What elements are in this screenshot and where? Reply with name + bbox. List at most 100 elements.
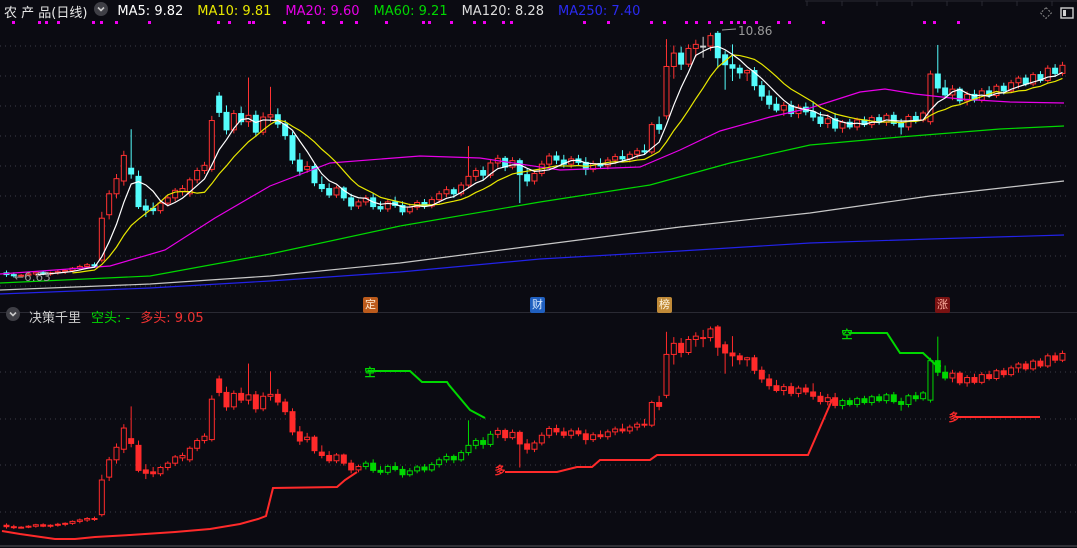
signal-dot: [148, 21, 151, 24]
indicator-candle-body: [260, 395, 267, 410]
signal-dot: [428, 21, 431, 24]
indicator-candle-body: [546, 428, 553, 436]
indicator-candle-body: [744, 357, 751, 361]
ma-label: MA120: 8.28: [461, 3, 544, 19]
indicator-candle-body: [1052, 355, 1059, 361]
indicator-candle-body: [10, 526, 17, 529]
diamond-icon[interactable]: [1038, 5, 1054, 25]
indicator-candle-body: [883, 394, 890, 402]
signal-dot: [708, 21, 711, 24]
indicator-candle-body: [406, 470, 413, 476]
indicator-candle-body: [502, 429, 509, 439]
candle-body: [678, 52, 685, 65]
candle-body: [326, 188, 333, 196]
panel-layout-icon[interactable]: [1060, 5, 1074, 25]
indicator-candle-body: [993, 370, 1000, 379]
indicator-candle-body: [436, 459, 443, 466]
candle-body: [84, 264, 91, 267]
ma-label: MA20: 9.60: [285, 3, 360, 19]
indicator-candle-body: [208, 398, 215, 441]
top-ruler: [805, 0, 1077, 6]
indicator-candle-body: [956, 372, 963, 384]
signal-dot: [45, 21, 48, 24]
candle-body: [619, 156, 626, 160]
collapse-main-panel-icon[interactable]: [93, 1, 109, 21]
candle-body: [934, 73, 941, 89]
ma-line-ma250: [0, 234, 1065, 295]
signal-dot: [737, 21, 740, 24]
candle-body: [839, 121, 846, 129]
candle-body: [252, 114, 259, 133]
indicator-candle-body: [54, 523, 61, 526]
indicator-candle-body: [949, 372, 956, 379]
indicator-candle-body: [201, 435, 208, 442]
indicator-candle-body: [340, 454, 347, 464]
ma-line-ma20: [0, 88, 1065, 275]
indicator-candle-body: [91, 518, 98, 521]
indicator-candle-body: [274, 393, 281, 403]
signal-dot: [788, 21, 791, 24]
signal-dot: [252, 21, 255, 24]
candle-body: [1008, 82, 1015, 92]
symbol-title: 农 产 品(日线): [4, 5, 88, 21]
main-candles: [3, 31, 1066, 278]
candle-body: [472, 170, 479, 177]
indicator-candle-body: [670, 342, 677, 355]
short-side-value: 空头: -: [91, 310, 131, 326]
ma-line-ma10: [72, 54, 1063, 274]
indicator-candle-body: [685, 338, 692, 353]
indicator-candle-body: [428, 464, 435, 471]
candle-body: [766, 95, 773, 105]
long-marker: 多: [949, 410, 960, 424]
indicator-candle-body: [582, 433, 589, 441]
indicator-candle-body: [355, 466, 362, 471]
indicator-candle-body: [98, 479, 105, 516]
candle-body: [289, 135, 296, 161]
indicator-candle-body: [3, 524, 10, 528]
indicator-candle-body: [634, 423, 641, 428]
indicator-candle-body: [802, 387, 809, 393]
candle-body: [311, 165, 318, 184]
candle-body: [509, 160, 516, 168]
signal-dot: [483, 21, 486, 24]
signal-dot: [933, 21, 936, 24]
candle-body: [399, 204, 406, 213]
collapse-indicator-panel-icon[interactable]: [5, 306, 21, 326]
ma-label: MA60: 9.21: [373, 3, 448, 19]
indicator-candle-body: [150, 471, 157, 475]
indicator-candle-body: [707, 328, 714, 339]
ma-label: MA5: 9.82: [117, 3, 184, 19]
indicator-candle-body: [326, 454, 333, 462]
candle-body: [707, 35, 714, 47]
candle-body: [135, 175, 142, 208]
indicator-candle-body: [32, 524, 39, 527]
indicator-candle-body: [839, 400, 846, 406]
ma-line-ma120: [0, 180, 1065, 291]
indicator-candle-body: [1015, 363, 1022, 369]
signal-dot: [322, 21, 325, 24]
indicator-candle-body: [824, 397, 831, 403]
indicator-candle-body: [194, 440, 201, 449]
candle-body: [458, 184, 465, 195]
signal-dot: [450, 21, 453, 24]
indicator-candles: [3, 325, 1066, 530]
candle-body: [443, 189, 450, 195]
indicator-candle-body: [597, 434, 604, 438]
indicator-candle-body: [142, 469, 149, 474]
high-label-leader: [721, 28, 737, 31]
indicator-candle-body: [795, 387, 802, 394]
indicator-name: 决策千里: [29, 310, 82, 326]
indicator-candle-body: [113, 446, 120, 461]
ma-value-labels: MA5: 9.82 MA10: 9.81 MA20: 9.60 MA60: 9.21 M…: [117, 4, 654, 19]
signal-dot: [730, 21, 733, 24]
indicator-candle-body: [1000, 370, 1007, 376]
long-side-value: 多头: 9.05: [140, 310, 204, 326]
indicator-candle-body: [370, 462, 377, 471]
indicator-candle-body: [377, 469, 384, 473]
candle-body: [436, 193, 443, 201]
indicator-candle-body: [18, 526, 25, 529]
indicator-candle-body: [912, 395, 919, 400]
short-marker: 空: [842, 327, 853, 341]
bear-stop-line: [368, 370, 486, 419]
